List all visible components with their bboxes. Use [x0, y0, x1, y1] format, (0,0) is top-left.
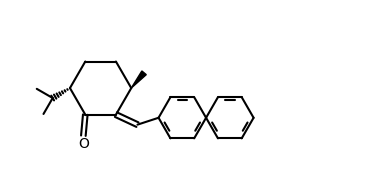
Text: O: O: [78, 137, 89, 151]
Polygon shape: [131, 71, 146, 88]
